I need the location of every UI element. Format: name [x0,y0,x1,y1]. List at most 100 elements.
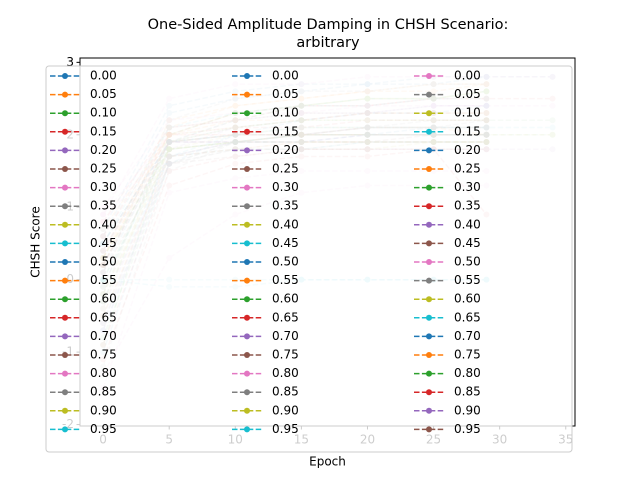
legend-marker [62,91,68,98]
legend-marker [62,110,68,117]
legend-marker [426,333,432,340]
legend-label: 0.85 [272,385,299,399]
legend-label: 0.75 [454,348,481,362]
legend-label: 0.90 [454,403,481,417]
legend-label: 0.60 [272,292,299,306]
legend-label: 0.40 [90,217,117,231]
legend-label: 0.95 [90,422,117,436]
legend-label: 0.50 [90,255,117,269]
legend-marker [426,147,432,154]
x-axis-label: Epoch [309,455,346,469]
legend-marker [426,240,432,247]
chart-title: One-Sided Amplitude Damping in CHSH Scen… [147,17,509,51]
legend-label: 0.10 [272,106,299,120]
legend-label: 0.75 [272,348,299,362]
legend-marker [62,128,68,135]
legend-marker [62,389,68,396]
legend-label: 0.45 [454,236,481,250]
legend-marker [244,166,250,172]
legend-marker [426,110,432,117]
legend-marker [426,221,432,228]
legend-marker [62,147,68,154]
legend-label: 0.65 [454,310,481,324]
y-tick-label: 3 [66,55,74,69]
legend-label: 0.90 [272,403,299,417]
legend-marker [62,370,68,377]
legend-label: 0.45 [90,236,117,250]
legend-label: 0.00 [90,69,117,83]
legend-marker [426,407,432,414]
legend-marker [426,426,432,433]
legend-marker [244,296,250,303]
legend-label: 0.65 [272,310,299,324]
legend-label: 0.00 [272,69,299,83]
legend-marker [244,352,250,358]
legend-marker [426,128,432,135]
legend-label: 0.15 [272,124,299,138]
legend-marker [244,370,250,377]
legend-marker [62,203,68,210]
legend-marker [244,277,250,284]
legend-marker [244,184,250,191]
legend-label: 0.90 [90,403,117,417]
legend-label: 0.80 [454,366,481,380]
legend-marker [244,407,250,414]
legend-marker [62,166,68,172]
legend-label: 0.55 [90,273,117,287]
legend-marker [62,426,68,433]
legend-label: 0.10 [454,106,481,120]
legend-label: 0.30 [90,180,117,194]
legend-marker [244,221,250,228]
legend-marker [244,147,250,154]
legend-label: 0.95 [454,422,481,436]
legend-marker [426,203,432,210]
legend-label: 0.30 [454,180,481,194]
legend-label: 0.20 [90,143,117,157]
legend-box [45,65,573,453]
legend-label: 0.70 [90,329,117,343]
legend-marker [244,110,250,117]
legend-marker [244,389,250,396]
legend-label: 0.35 [90,199,117,213]
legend-marker [62,184,68,191]
legend-label: 0.85 [90,385,117,399]
legend-label: 0.50 [272,255,299,269]
legend-marker [244,426,250,433]
legend-marker [244,128,250,135]
legend-label: 0.20 [454,143,481,157]
legend-label: 0.85 [454,385,481,399]
legend-marker [244,203,250,210]
legend-label: 0.80 [272,366,299,380]
legend-marker [62,296,68,303]
legend-marker [426,73,432,79]
legend-marker [426,259,432,265]
legend-label: 0.05 [454,87,481,101]
legend-label: 0.75 [90,348,117,362]
legend-label: 0.15 [454,124,481,138]
legend-marker [62,277,68,284]
legend-marker [426,91,432,98]
legend-marker [426,352,432,358]
legend-marker [426,314,432,321]
legend-label: 0.55 [272,273,299,287]
legend-marker [426,370,432,377]
legend-label: 0.60 [454,292,481,306]
legend-marker [62,73,68,79]
legend-label: 0.25 [454,162,481,176]
legend-marker [62,259,68,265]
legend-marker [244,333,250,340]
legend-marker [62,407,68,414]
legend-label: 0.25 [90,162,117,176]
legend-marker [244,259,250,265]
legend-marker [62,221,68,228]
legend-label: 0.30 [272,180,299,194]
legend-label: 0.35 [454,199,481,213]
legend-marker [244,314,250,321]
legend-label: 0.45 [272,236,299,250]
legend-label: 0.00 [454,69,481,83]
legend-label: 0.65 [90,310,117,324]
legend-label: 0.40 [272,217,299,231]
legend-label: 0.15 [90,124,117,138]
